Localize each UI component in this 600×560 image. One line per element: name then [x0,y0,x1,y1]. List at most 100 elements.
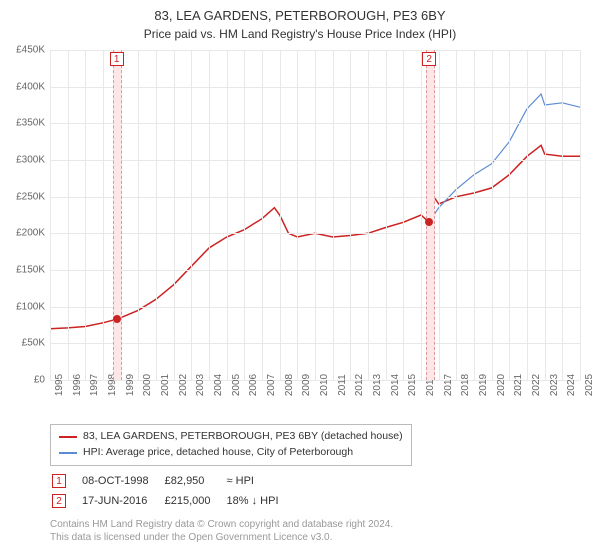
x-tick-label: 2014 [390,374,401,396]
gridline-v [386,50,387,380]
y-tick-label: £150K [16,265,45,276]
gridline-v [562,50,563,380]
gridline-v [227,50,228,380]
legend-swatch [59,436,77,438]
y-tick-label: £200K [16,228,45,239]
gridline-v [50,50,51,380]
x-tick-label: 2008 [284,374,295,396]
x-tick-label: 2004 [213,374,224,396]
x-tick-label: 2003 [195,374,206,396]
gridline-v [474,50,475,380]
x-tick-label: 2022 [531,374,542,396]
gridline-v [156,50,157,380]
x-tick-label: 2021 [513,374,524,396]
gridline-v [509,50,510,380]
chart-subtitle: Price paid vs. HM Land Registry's House … [0,25,600,41]
x-tick-label: 2025 [584,374,595,396]
x-tick-label: 2023 [549,374,560,396]
table-row: 1 08-OCT-1998£82,950≈ HPI [52,472,293,490]
x-tick-label: 2007 [266,374,277,396]
gridline-v [333,50,334,380]
x-tick-label: 2006 [248,374,259,396]
series-line [429,94,580,222]
sale-marker-band [113,50,122,380]
x-tick-label: 2005 [231,374,242,396]
footer-line-1: Contains HM Land Registry data © Crown c… [50,518,393,531]
y-tick-label: £250K [16,191,45,202]
x-tick-label: 2009 [301,374,312,396]
x-tick-label: 1997 [89,374,100,396]
gridline-v [297,50,298,380]
y-tick-label: £350K [16,118,45,129]
x-tick-label: 1999 [125,374,136,396]
gridline-v [545,50,546,380]
y-tick-label: £450K [16,45,45,56]
chart-area: £0£50K£100K£150K£200K£250K£300K£350K£400… [50,50,580,380]
footer-text: Contains HM Land Registry data © Crown c… [50,518,393,544]
y-tick-label: £300K [16,155,45,166]
chart-container: 83, LEA GARDENS, PETERBOROUGH, PE3 6BY P… [0,0,600,560]
gridline-v [315,50,316,380]
gridline-v [456,50,457,380]
sale-tag: 1 [52,474,66,488]
x-tick-label: 2010 [319,374,330,396]
y-tick-label: £400K [16,81,45,92]
sale-date: 08-OCT-1998 [82,472,163,490]
legend-label: HPI: Average price, detached house, City… [83,445,353,461]
sale-marker-band [426,50,435,380]
gridline-v [174,50,175,380]
gridline-v [209,50,210,380]
legend-box: 83, LEA GARDENS, PETERBOROUGH, PE3 6BY (… [50,424,412,466]
y-tick-label: £0 [34,375,45,386]
x-tick-label: 1995 [54,374,65,396]
x-tick-label: 2024 [566,374,577,396]
gridline-v [138,50,139,380]
x-tick-label: 2001 [160,374,171,396]
footer-line-2: This data is licensed under the Open Gov… [50,531,393,544]
x-tick-label: 2015 [407,374,418,396]
sale-price: £215,000 [165,492,225,510]
gridline-v [68,50,69,380]
sale-date: 17-JUN-2016 [82,492,163,510]
plot-region: £0£50K£100K£150K£200K£250K£300K£350K£400… [50,50,580,380]
y-tick-label: £100K [16,301,45,312]
gridline-v [103,50,104,380]
x-tick-label: 2000 [142,374,153,396]
x-tick-label: 2013 [372,374,383,396]
legend-label: 83, LEA GARDENS, PETERBOROUGH, PE3 6BY (… [83,429,403,445]
x-tick-label: 1996 [72,374,83,396]
gridline-v [421,50,422,380]
gridline-v [191,50,192,380]
gridline-v [244,50,245,380]
gridline-v [85,50,86,380]
x-tick-label: 2019 [478,374,489,396]
sale-dot [425,218,433,226]
x-tick-label: 2017 [443,374,454,396]
gridline-v [439,50,440,380]
chart-title: 83, LEA GARDENS, PETERBOROUGH, PE3 6BY [0,0,600,25]
sale-tag: 2 [52,494,66,508]
sale-marker-tag: 1 [110,52,124,66]
sale-note: ≈ HPI [227,472,293,490]
y-tick-label: £50K [22,338,45,349]
sale-price: £82,950 [165,472,225,490]
gridline-v [527,50,528,380]
x-tick-label: 2002 [178,374,189,396]
legend-item: HPI: Average price, detached house, City… [59,445,403,461]
x-tick-label: 2012 [354,374,365,396]
sale-note: 18% ↓ HPI [227,492,293,510]
sale-dot [113,315,121,323]
gridline-v [262,50,263,380]
gridline-v [492,50,493,380]
x-tick-label: 2011 [337,374,348,396]
gridline-v [580,50,581,380]
sale-marker-tag: 2 [422,52,436,66]
legend-item: 83, LEA GARDENS, PETERBOROUGH, PE3 6BY (… [59,429,403,445]
x-tick-label: 2020 [496,374,507,396]
table-row: 2 17-JUN-2016£215,00018% ↓ HPI [52,492,293,510]
gridline-v [350,50,351,380]
gridline-v [403,50,404,380]
gridline-v [280,50,281,380]
x-tick-label: 2018 [460,374,471,396]
sales-table: 1 08-OCT-1998£82,950≈ HPI 2 17-JUN-2016£215… [50,470,295,512]
